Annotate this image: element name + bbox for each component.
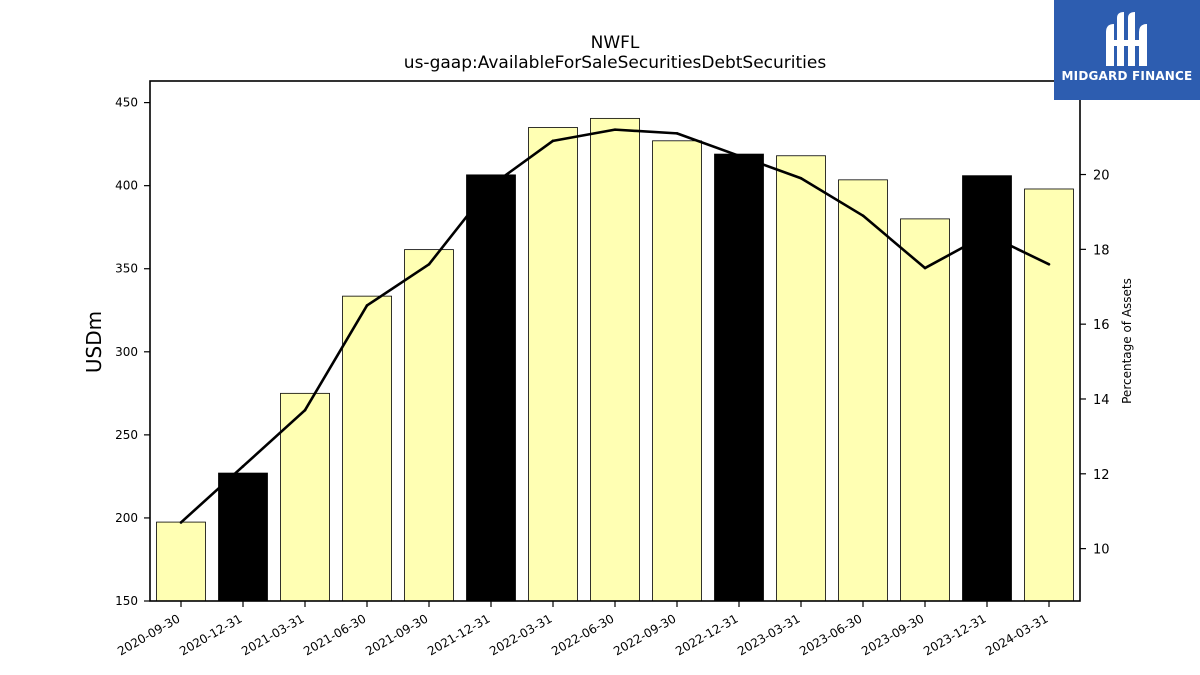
y-tick-label-300: 300 [115,345,138,359]
line-point-2023-09-30 [923,266,927,270]
chart-subtitle: us-gaap:AvailableForSaleSecuritiesDebtSe… [404,53,827,73]
y-axis-label: USDm [82,311,106,373]
bar-2022-12-31 [714,153,764,602]
y2-tick-label-20: 20 [1093,169,1110,184]
line-point-2022-12-31 [737,154,741,158]
line-point-2022-03-31 [551,139,555,143]
x-tick-label-2022-06-30: 2022-06-30 [549,611,616,658]
line-point-2024-03-31 [1047,263,1051,266]
x-tick-label-2024-03-31: 2024-03-31 [983,611,1050,658]
bar-2021-06-30 [342,295,392,602]
y2-tick-label-14: 14 [1093,393,1110,408]
x-tick-label-2023-03-31: 2023-03-31 [735,611,802,658]
y2-axis-label: Percentage of Assets [1120,278,1134,404]
bar-2024-03-31 [1024,188,1074,602]
y2-tick-label-18: 18 [1093,243,1110,258]
y-tick-label-450: 450 [115,96,138,110]
bar-2023-06-30 [838,179,888,602]
logo-text: MIDGARD FINANCE [1061,69,1193,83]
plot-area: 150 200 250 300 350 400 450 10 12 14 16 18 20 2020-09… [115,80,1110,658]
chart-title: NWFL [591,33,640,53]
line-point-2021-09-30 [427,263,431,266]
y-tick-label-350: 350 [115,262,138,276]
x-tick-label-2021-06-30: 2021-06-30 [301,611,368,658]
x-tick-label-2020-09-30: 2020-09-30 [115,611,182,658]
y-tick-label-400: 400 [115,179,138,193]
bar-2020-09-30 [156,521,206,602]
midgard-logo-icon [1106,12,1147,66]
x-tick-label-2023-12-31: 2023-12-31 [921,611,988,658]
line-point-2020-09-30 [179,521,183,524]
line-point-2021-03-31 [303,408,307,412]
line-point-2021-06-30 [365,304,369,307]
y-tick-label-200: 200 [115,511,138,525]
line-point-2022-06-30 [613,128,617,131]
bar-2022-09-30 [652,140,702,602]
x-tick-label-2023-09-30: 2023-09-30 [859,611,926,658]
y-tick-label-150: 150 [115,594,138,608]
line-point-2020-12-31 [241,465,245,468]
line-point-2023-12-31 [985,233,989,236]
line-point-2021-12-31 [489,184,493,188]
line-point-2023-06-30 [861,214,865,217]
x-tick-label-2023-06-30: 2023-06-30 [797,611,864,658]
line-point-2022-09-30 [675,132,679,135]
bar-2021-03-31 [280,392,330,602]
y2-tick-label-12: 12 [1093,468,1110,483]
bar-2023-03-31 [776,155,826,602]
bar-2023-12-31 [962,175,1012,602]
y-tick-label-250: 250 [115,428,138,442]
y2-tick-label-10: 10 [1093,543,1110,558]
line-point-2023-03-31 [799,176,803,180]
bar-2023-09-30 [900,218,950,602]
x-tick-label-2021-03-31: 2021-03-31 [239,611,306,658]
x-tick-label-2020-12-31: 2020-12-31 [177,611,244,658]
bar-2022-03-31 [528,127,578,602]
x-tick-label-2021-09-30: 2021-09-30 [363,611,430,658]
bar-2020-12-31 [218,472,268,602]
midgard-finance-logo: MIDGARD FINANCE [1054,0,1200,100]
y2-tick-label-16: 16 [1093,318,1110,333]
x-tick-label-2021-12-31: 2021-12-31 [425,611,492,658]
bar-2022-06-30 [590,117,640,602]
bar-2021-09-30 [404,249,454,602]
bar-2021-12-31 [466,174,516,602]
x-tick-label-2022-03-31: 2022-03-31 [487,611,554,658]
x-tick-label-2022-09-30: 2022-09-30 [611,611,678,658]
x-tick-label-2022-12-31: 2022-12-31 [673,611,740,658]
